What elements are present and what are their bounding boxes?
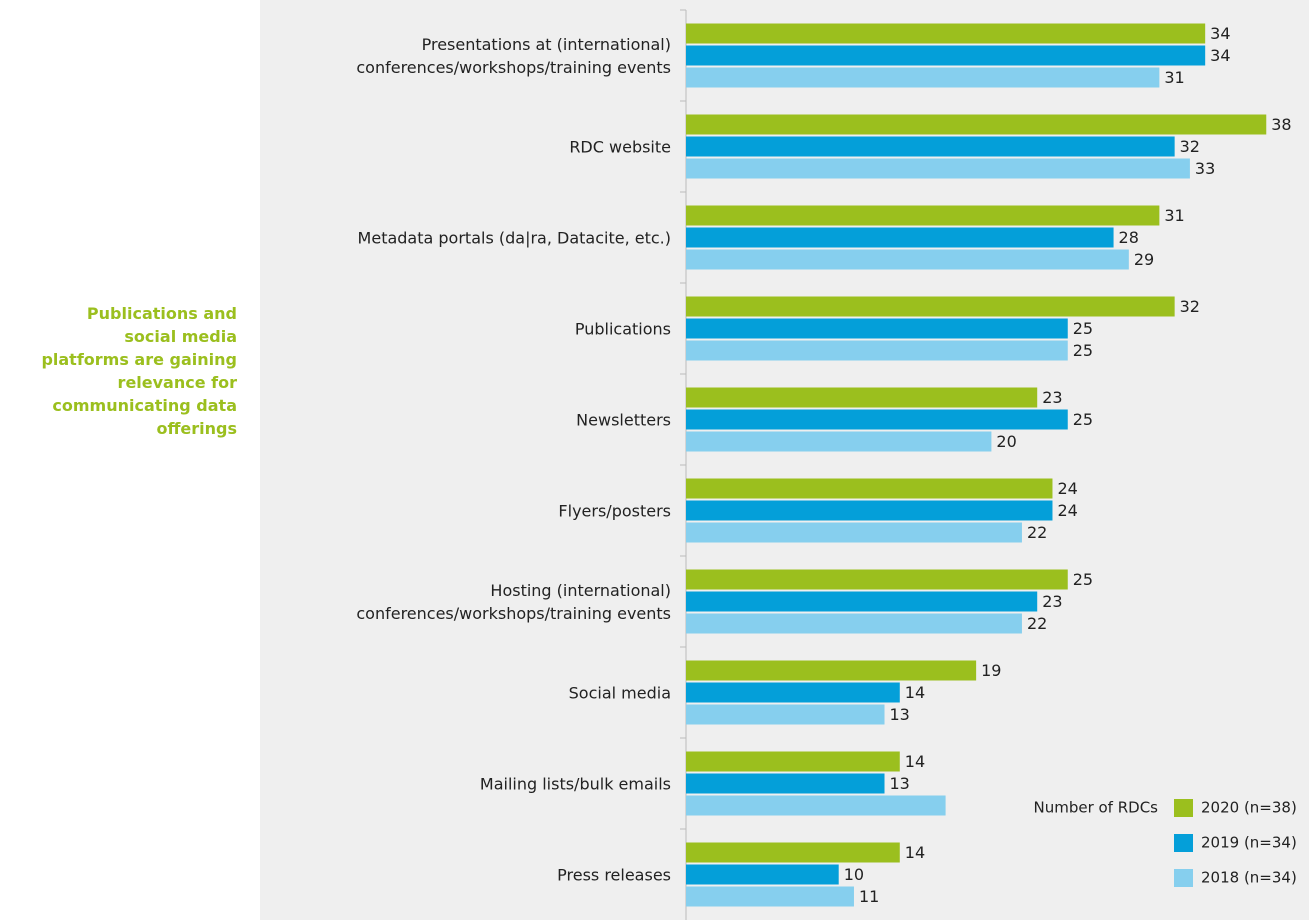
bar bbox=[686, 227, 1114, 248]
value-label: 14 bbox=[905, 752, 925, 771]
bar bbox=[686, 569, 1068, 590]
legend-swatch bbox=[1174, 799, 1193, 817]
category-label: RDC website bbox=[569, 137, 671, 156]
value-label: 10 bbox=[844, 865, 864, 884]
bar bbox=[686, 773, 885, 794]
value-label: 25 bbox=[1073, 319, 1093, 338]
category-label: Hosting (international) conferences/work… bbox=[356, 580, 671, 623]
value-label: 13 bbox=[890, 774, 910, 793]
bar bbox=[686, 613, 1022, 634]
value-label: 13 bbox=[890, 705, 910, 724]
category-label: Social media bbox=[568, 683, 671, 702]
bar bbox=[686, 340, 1068, 361]
bar bbox=[686, 318, 1068, 339]
bar bbox=[686, 478, 1053, 499]
value-label: 31 bbox=[1164, 206, 1184, 225]
bar bbox=[686, 864, 839, 885]
legend-label: 2020 (n=38) bbox=[1201, 799, 1297, 817]
bar bbox=[686, 114, 1267, 135]
bar bbox=[686, 158, 1190, 179]
value-label: 32 bbox=[1180, 297, 1200, 316]
bar bbox=[686, 660, 977, 681]
value-label: 33 bbox=[1195, 159, 1215, 178]
bar bbox=[686, 751, 900, 772]
category-label: Metadata portals (da|ra, Datacite, etc.) bbox=[357, 228, 671, 247]
bar bbox=[686, 431, 992, 452]
bar bbox=[686, 591, 1038, 612]
value-label: 25 bbox=[1073, 410, 1093, 429]
value-label: 22 bbox=[1027, 614, 1047, 633]
value-label: 24 bbox=[1057, 479, 1077, 498]
category-label: Press releases bbox=[557, 865, 671, 884]
value-label: 24 bbox=[1057, 501, 1077, 520]
value-label: 28 bbox=[1119, 228, 1139, 247]
value-label: 11 bbox=[859, 887, 879, 906]
value-label: 23 bbox=[1042, 388, 1062, 407]
value-label: 22 bbox=[1027, 523, 1047, 542]
legend-title: Number of RDCs bbox=[1033, 799, 1158, 817]
value-label: 29 bbox=[1134, 250, 1154, 269]
bar bbox=[686, 45, 1206, 66]
value-label: 32 bbox=[1180, 137, 1200, 156]
legend-label: 2018 (n=34) bbox=[1201, 869, 1297, 887]
value-label: 25 bbox=[1073, 341, 1093, 360]
category-label: Mailing lists/bulk emails bbox=[479, 774, 671, 793]
annotation: Publications and social media platforms … bbox=[41, 304, 237, 438]
legend-label: 2019 (n=34) bbox=[1201, 834, 1297, 852]
bar bbox=[686, 842, 900, 863]
category-label: Publications bbox=[574, 319, 671, 338]
legend-swatch bbox=[1174, 869, 1193, 887]
bar bbox=[686, 409, 1068, 430]
bar bbox=[686, 296, 1175, 317]
bar bbox=[686, 249, 1129, 270]
bar bbox=[686, 886, 854, 907]
bar bbox=[686, 387, 1038, 408]
category-label: Newsletters bbox=[576, 410, 671, 429]
bar bbox=[686, 136, 1175, 157]
value-label: 34 bbox=[1210, 24, 1230, 43]
bar bbox=[686, 795, 946, 816]
category-label: Presentations at (international) confere… bbox=[356, 34, 671, 77]
value-label: 19 bbox=[981, 661, 1001, 680]
value-label: 31 bbox=[1164, 68, 1184, 87]
bar bbox=[686, 23, 1206, 44]
category-label: Flyers/posters bbox=[558, 501, 671, 520]
value-label: 34 bbox=[1210, 46, 1230, 65]
bar bbox=[686, 67, 1160, 88]
bar bbox=[686, 682, 900, 703]
bar bbox=[686, 500, 1053, 521]
bar bbox=[686, 704, 885, 725]
value-label: 23 bbox=[1042, 592, 1062, 611]
value-label: 38 bbox=[1271, 115, 1291, 134]
value-label: 14 bbox=[905, 843, 925, 862]
legend-swatch bbox=[1174, 834, 1193, 852]
value-label: 20 bbox=[996, 432, 1016, 451]
value-label: 25 bbox=[1073, 570, 1093, 589]
value-label: 14 bbox=[905, 683, 925, 702]
bar bbox=[686, 522, 1022, 543]
bar bbox=[686, 205, 1160, 226]
